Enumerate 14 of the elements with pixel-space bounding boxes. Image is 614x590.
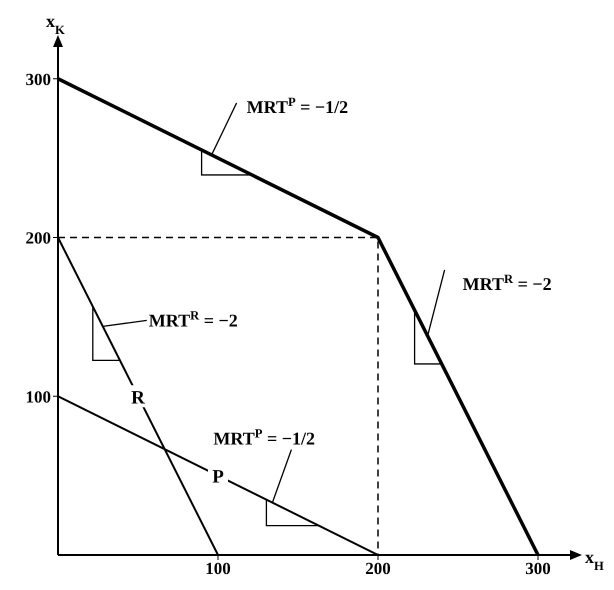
x-axis-title: x$_{H}$ (585, 547, 604, 573)
y-axis-title: x$_{K}$ (46, 11, 65, 37)
y-tick-label: 300 (26, 70, 51, 89)
annotation: MRT$^{P}$ = −1/2 (213, 426, 315, 449)
x-tick-label: 100 (205, 559, 231, 578)
y-tick-label: 200 (26, 228, 51, 248)
series-label: P (212, 466, 224, 488)
y-tick-label: 100 (26, 387, 51, 406)
annotation: MRT$^{R}$ = −2 (462, 272, 552, 294)
x-tick-label: 200 (365, 559, 391, 578)
annotation: MRT$^{P}$ = −1/2 (246, 94, 348, 117)
annotation: MRT$^{R}$ = −2 (148, 308, 238, 330)
series-label: R (131, 387, 146, 408)
x-tick-label: 300 (525, 559, 551, 578)
